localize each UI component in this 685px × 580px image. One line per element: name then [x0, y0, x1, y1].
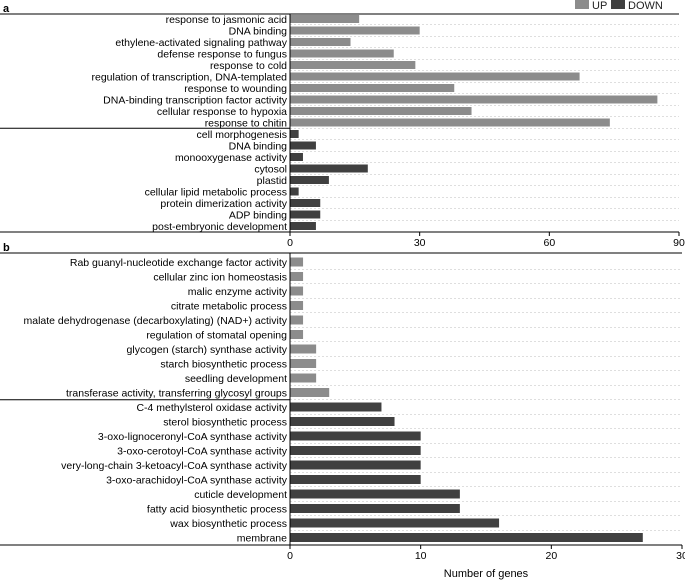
category-label: regulation of stomatal opening	[146, 329, 287, 341]
bar-up	[290, 330, 304, 339]
x-axis-title: Number of genes	[444, 568, 529, 580]
bar-down	[290, 489, 460, 499]
category-label: protein dimerization activity	[160, 198, 287, 210]
bar-down	[290, 402, 382, 412]
category-label: ethylene-activated signaling pathway	[115, 37, 287, 49]
category-label: fatty acid biosynthetic process	[147, 503, 287, 515]
x-tick-label: 30	[414, 237, 426, 249]
panel-b-label: b	[3, 242, 10, 254]
bar-up	[290, 286, 304, 296]
category-label: DNA-binding transcription factor activit…	[103, 94, 288, 106]
bar-up	[290, 118, 610, 127]
category-label: cell morphogenesis	[197, 129, 287, 141]
category-label: DNA binding	[229, 140, 288, 152]
bar-up	[290, 38, 351, 46]
x-tick-label: 30	[676, 550, 685, 562]
bar-up	[290, 26, 420, 35]
bar-down	[290, 176, 329, 184]
category-label: post-embryonic development	[152, 221, 287, 233]
x-tick-label: 20	[545, 550, 557, 562]
bar-up	[290, 84, 455, 92]
bar-up	[290, 257, 304, 267]
category-label: citrate metabolic process	[171, 300, 287, 312]
bar-up	[290, 373, 317, 383]
bar-up	[290, 95, 658, 104]
x-tick-label: 10	[415, 550, 427, 562]
legend: UP DOWN	[575, 0, 663, 12]
category-label: membrane	[237, 532, 287, 544]
bar-down	[290, 130, 299, 138]
bar-down	[290, 187, 299, 196]
x-tick-label: 90	[673, 237, 685, 249]
category-label: cellular zinc ion homeostasis	[153, 271, 287, 283]
legend-down-label: DOWN	[628, 0, 663, 12]
bar-down	[290, 446, 421, 455]
category-label: malic enzyme activity	[188, 286, 288, 298]
x-tick-label: 0	[287, 237, 293, 249]
category-label: C-4 methylsterol oxidase activity	[136, 402, 287, 414]
bar-down	[290, 153, 303, 161]
category-label: response to cold	[210, 60, 287, 72]
bar-down	[290, 460, 421, 470]
legend-down-swatch	[611, 0, 625, 9]
category-label: response to chitin	[205, 117, 287, 129]
category-label: Rab guanyl-nucleotide exchange factor ac…	[70, 257, 288, 269]
panel-a-label: a	[3, 3, 10, 15]
category-label: monooxygenase activity	[175, 152, 288, 164]
bar-down	[290, 518, 500, 528]
bar-up	[290, 315, 304, 325]
category-label: sterol biosynthetic process	[163, 416, 287, 428]
legend-up-swatch	[575, 0, 589, 9]
bar-up	[290, 107, 472, 115]
category-label: defense response to fungus	[157, 48, 287, 60]
x-tick-label: 60	[543, 237, 555, 249]
category-label: regulation of transcription, DNA-templat…	[91, 71, 287, 83]
category-label: 3-oxo-arachidoyl-CoA synthase activity	[106, 474, 288, 486]
category-label: starch biosynthetic process	[160, 358, 287, 370]
legend-up-label: UP	[592, 0, 607, 12]
bar-down	[290, 504, 460, 513]
category-label: cytosol	[254, 163, 287, 175]
category-label: wax biosynthetic process	[169, 518, 287, 530]
bar-down	[290, 199, 321, 207]
bar-down	[290, 141, 316, 150]
bar-up	[290, 15, 360, 23]
category-label: transferase activity, transferring glyco…	[66, 387, 287, 399]
bar-down	[290, 417, 395, 426]
bar-down	[290, 475, 421, 484]
category-label: seedling development	[185, 373, 287, 385]
bar-down	[290, 431, 421, 441]
bar-down	[290, 222, 316, 230]
panel-b: b Rab guanyl-nucleotide exchange factor …	[0, 242, 685, 562]
bar-up	[290, 359, 317, 368]
category-label: 3-oxo-lignoceronyl-CoA synthase activity	[98, 431, 288, 443]
category-label: malate dehydrogenase (decarboxylating) (…	[24, 315, 288, 327]
category-label: ADP binding	[229, 209, 287, 221]
category-label: plastid	[257, 175, 288, 187]
bar-up	[290, 272, 304, 281]
bar-down	[290, 164, 368, 173]
bar-up	[290, 61, 416, 69]
category-label: 3-oxo-cerotoyl-CoA synthase activity	[117, 445, 288, 457]
category-label: cellular lipid metabolic process	[145, 186, 287, 198]
x-tick-label: 0	[287, 550, 293, 562]
bar-up	[290, 344, 317, 354]
category-label: response to jasmonic acid	[166, 14, 288, 26]
category-label: cellular response to hypoxia	[157, 106, 287, 118]
category-label: cuticle development	[194, 489, 287, 501]
category-label: DNA binding	[229, 25, 288, 37]
bar-down	[290, 533, 643, 542]
bar-down	[290, 210, 321, 219]
category-label: glycogen (starch) synthase activity	[127, 344, 288, 356]
category-label: very-long-chain 3-ketoacyl-CoA synthase …	[61, 460, 288, 472]
bar-up	[290, 72, 580, 81]
bar-up	[290, 301, 304, 310]
bar-up	[290, 49, 394, 58]
category-label: response to wounding	[184, 83, 287, 95]
bar-up	[290, 388, 330, 397]
